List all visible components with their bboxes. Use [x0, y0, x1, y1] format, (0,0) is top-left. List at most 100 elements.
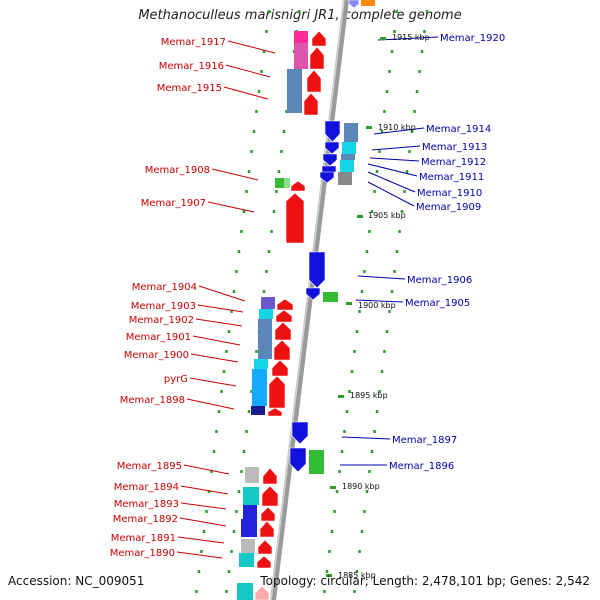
track-dash	[393, 270, 396, 273]
track-dash	[370, 210, 374, 213]
gene-label-left: Memar_1908	[145, 165, 210, 176]
domain-block	[344, 123, 358, 142]
domain-block	[241, 519, 257, 537]
gene-arrow	[305, 287, 321, 301]
domain-block	[243, 487, 259, 505]
track-dash	[340, 450, 344, 453]
gene-arrow	[324, 120, 341, 143]
track-dash	[328, 550, 331, 553]
gene-label-left: Memar_1907	[141, 198, 206, 209]
track-dash	[378, 150, 381, 153]
track-dash	[388, 310, 391, 313]
track-dash	[265, 30, 268, 33]
kbp-label: 1895 kbp	[350, 391, 388, 400]
track-dash	[368, 230, 371, 233]
track-dash	[395, 250, 399, 253]
track-dash	[245, 430, 248, 433]
track-dash	[353, 590, 356, 593]
gene-arrow	[262, 467, 278, 485]
track-dash	[240, 230, 243, 233]
gene-label-right: Memar_1912	[421, 157, 486, 168]
gene-arrow	[268, 375, 286, 409]
domain-block	[340, 160, 354, 172]
map-title: Methanoculleus marisnigri JR1, complete …	[138, 8, 462, 23]
gene-label-right: Memar_1911	[419, 172, 484, 183]
gene-arrow	[306, 69, 322, 93]
track-dash	[235, 270, 238, 273]
label-line	[183, 464, 230, 475]
kbp-label: 1915 kbp	[392, 33, 430, 42]
track-dash	[425, 10, 429, 13]
domain-block	[309, 450, 324, 474]
track-dash	[383, 350, 386, 353]
gene-arrow	[275, 309, 293, 323]
domain-block	[237, 583, 253, 600]
gene-arrow	[285, 192, 305, 244]
domain-block	[284, 178, 290, 188]
track-dash	[355, 570, 359, 573]
track-dash	[343, 430, 346, 433]
gene-arrow	[308, 251, 326, 289]
track-dash	[215, 430, 218, 433]
label-line	[176, 551, 223, 559]
kbp-tick	[338, 395, 344, 398]
track-dash	[323, 590, 326, 593]
label-line	[223, 86, 269, 100]
track-dash	[335, 490, 339, 493]
track-dash	[245, 190, 248, 193]
gene-label-left: Memar_1915	[157, 83, 222, 94]
label-line	[180, 485, 229, 495]
track-dash	[225, 350, 228, 353]
label-line	[192, 335, 241, 346]
kbp-tick	[330, 486, 336, 489]
track-dash	[385, 90, 389, 93]
track-dash	[262, 50, 266, 53]
label-line	[197, 304, 244, 313]
gene-arrow	[259, 520, 275, 538]
gene-label-left: Memar_1891	[111, 533, 176, 544]
track-dash	[235, 510, 238, 513]
track-dash	[415, 90, 419, 93]
gene-label-right: Memar_1910	[417, 188, 482, 199]
domain-block	[275, 178, 289, 188]
label-line	[179, 517, 227, 527]
gene-label-left: Memar_1903	[131, 301, 196, 312]
track-dash	[255, 350, 258, 353]
track-dash	[255, 110, 258, 113]
track-dash	[368, 470, 371, 473]
track-dash	[358, 550, 361, 553]
gene-label-right: Memar_1896	[389, 461, 454, 472]
track-dash	[390, 290, 394, 293]
track-dash	[267, 250, 271, 253]
track-dash	[257, 90, 261, 93]
gene-arrow	[261, 485, 279, 507]
domain-block	[287, 69, 302, 113]
label-line	[373, 127, 425, 135]
track-dash	[365, 250, 369, 253]
label-line	[177, 536, 225, 544]
track-dash	[395, 10, 399, 13]
gene-label-right: Memar_1905	[405, 298, 470, 309]
kbp-label: 1890 kbp	[342, 482, 380, 491]
track-dash	[358, 310, 361, 313]
track-dash	[277, 170, 281, 173]
gene-label-left: Memar_1895	[117, 461, 182, 472]
track-dash	[345, 410, 349, 413]
label-line	[195, 318, 243, 327]
track-dash	[375, 170, 379, 173]
track-dash	[247, 170, 251, 173]
track-dash	[220, 390, 223, 393]
domain-block	[252, 369, 267, 406]
track-dash	[350, 370, 354, 373]
gene-arrow	[267, 407, 283, 417]
gene-label-left: Memar_1902	[129, 315, 194, 326]
kbp-tick	[346, 302, 352, 305]
track-dash	[297, 10, 301, 13]
domain-block	[245, 467, 259, 483]
track-dash	[195, 590, 198, 593]
gene-arrow	[322, 153, 338, 167]
gene-arrow	[289, 447, 307, 473]
track-dash	[237, 490, 241, 493]
track-dash	[398, 230, 401, 233]
track-dash	[262, 290, 266, 293]
